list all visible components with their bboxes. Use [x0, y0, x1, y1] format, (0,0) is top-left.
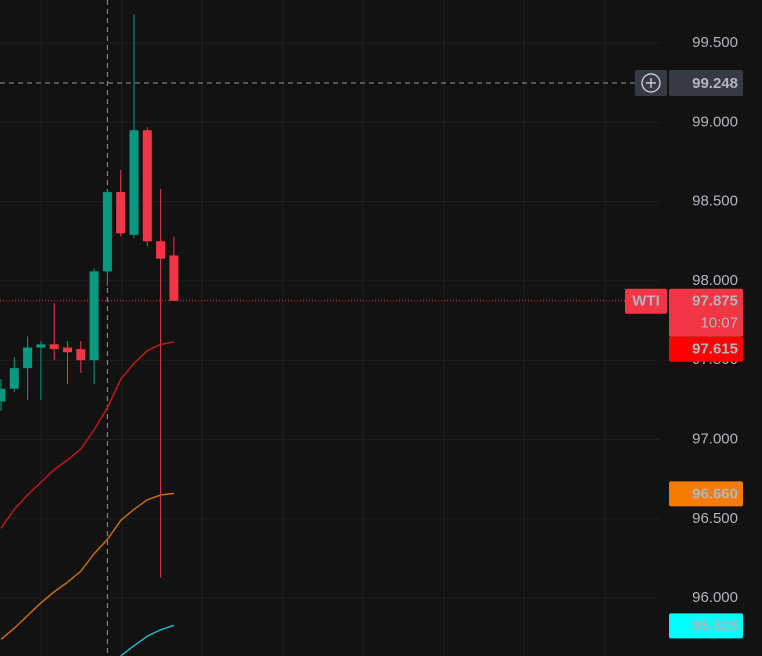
line-value-label: 95.828 — [692, 617, 738, 634]
candle-body — [169, 255, 179, 301]
y-tick-label: 96.000 — [692, 589, 738, 606]
line-value-label: 96.660 — [692, 485, 738, 502]
moving-average-line — [0, 341, 175, 529]
line-value-tag — [669, 481, 743, 507]
last-price-tag — [669, 288, 743, 337]
symbol-tag — [625, 288, 667, 314]
crosshair-icon-plus — [646, 77, 656, 88]
moving-average-line — [0, 492, 174, 640]
crosshair-tag-label: 99.248 — [692, 75, 738, 92]
candle-body — [49, 344, 59, 350]
y-tick-label: 98.000 — [692, 272, 738, 289]
y-tick-label: 99.000 — [692, 113, 738, 130]
y-tick-label: 99.500 — [692, 34, 738, 51]
candle-body — [116, 192, 126, 234]
last-price-label: 97.875 — [692, 293, 738, 310]
symbol-tag-label: WTI — [632, 293, 660, 310]
candle-body — [76, 349, 86, 361]
candle-body — [142, 130, 152, 242]
crosshair-icon — [641, 73, 661, 93]
candle-body — [9, 368, 19, 389]
candle-body — [102, 192, 112, 272]
crosshair-tag — [669, 69, 743, 96]
y-tick-label: 97.000 — [692, 430, 738, 447]
candle-body — [36, 344, 46, 348]
countdown-label: 10:07 — [700, 315, 738, 332]
line-value-label: 97.615 — [692, 341, 738, 358]
candle-body — [129, 130, 139, 235]
candle-body — [156, 241, 166, 259]
candle-body — [23, 347, 33, 369]
candle-body — [0, 388, 6, 402]
candle-body — [63, 347, 72, 353]
y-tick-label: 96.500 — [692, 510, 738, 527]
line-value-tag — [669, 336, 743, 362]
candle-body — [89, 271, 99, 361]
y-tick-label: 98.500 — [692, 193, 738, 210]
line-value-tag — [669, 613, 743, 639]
moving-average-line — [120, 624, 175, 656]
